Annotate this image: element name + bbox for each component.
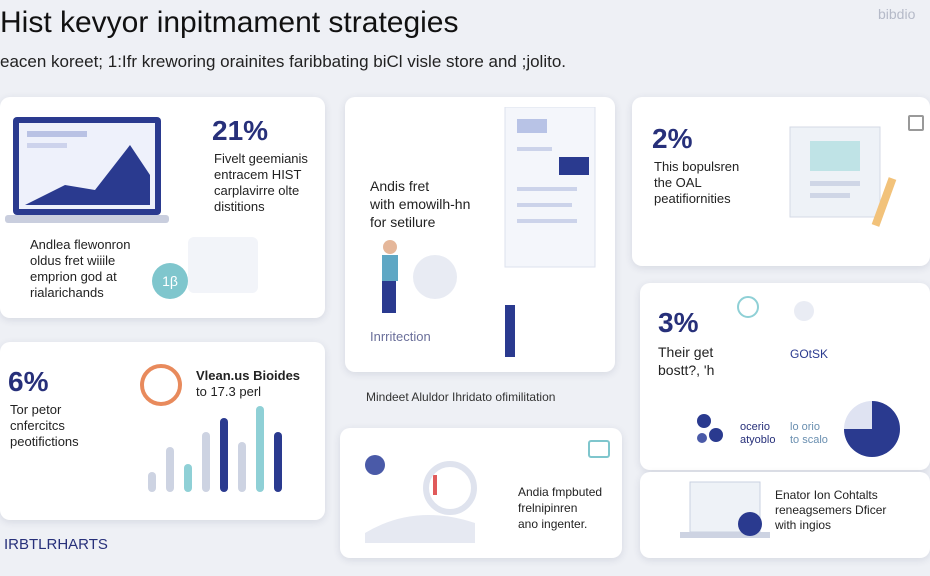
text: Andis fret with emowilh-hn for setilure xyxy=(370,177,470,231)
text: Andia fmpbuted frelnipinren ano ingenter. xyxy=(518,484,602,532)
person-illustration xyxy=(382,240,457,313)
text-line: emprion god at xyxy=(30,269,117,284)
label: ocerio atyoblo xyxy=(740,421,775,447)
text-line: Tor petor xyxy=(10,402,62,417)
text-line: distitions xyxy=(214,199,265,214)
text-line: Fivelt geemianis xyxy=(214,151,308,166)
text: Fivelt geemianis entracem HIST carplavirre… xyxy=(214,151,308,215)
text-line: peatifiornities xyxy=(654,191,731,206)
card: Andis fret with emowilh-hn for setilure In… xyxy=(345,97,615,372)
text-line: Andis fret xyxy=(370,178,430,194)
text: Enator Ion Cohtalts reneagsemers Dficer wi… xyxy=(775,488,886,533)
text-line: Vlean.us Bioides xyxy=(196,368,301,383)
text-line: lo orio xyxy=(790,421,820,433)
footer-logo: IRBTLRHARTS xyxy=(4,536,108,553)
decorative-bars xyxy=(148,406,282,492)
icon[interactable] xyxy=(588,440,610,458)
laptop-illustration xyxy=(5,117,169,223)
card: 21% Fivelt geemianis entracem HIST carplav… xyxy=(0,97,325,318)
text-line: reneagsemers Dficer xyxy=(775,503,887,517)
title: Hist kevyor inpitmament strategies xyxy=(0,6,459,39)
note: Andlea flewonron oldus fret wiiile emprion… xyxy=(30,237,130,301)
note: Vlean.us Bioides to 17.3 perl xyxy=(196,368,300,400)
text-line: to 17.3 perl xyxy=(196,384,262,399)
document-illustration xyxy=(504,107,596,268)
card: 6% Tor petor cnfercitcs peotifictions Vlea… xyxy=(0,342,325,520)
text-line: Enator Ion Cohtalts xyxy=(775,488,878,502)
text-line: to scalo xyxy=(790,434,828,446)
card: 3% Their get bostt?, 'h GOtSK ocerio atyob… xyxy=(640,283,930,470)
text-line: with emowilh-hn xyxy=(370,196,471,212)
stat: 6% xyxy=(8,366,49,397)
stat: 3% xyxy=(658,307,699,338)
text-line: for setilure xyxy=(370,214,436,230)
laptop-illustration xyxy=(680,481,770,538)
card: Andia fmpbuted frelnipinren ano ingenter. xyxy=(340,428,622,558)
text-line: with ingios xyxy=(775,518,832,532)
text-line: frelnipinren xyxy=(518,501,578,515)
brand: bibdio xyxy=(878,6,916,22)
text-line: the OAL xyxy=(654,175,702,190)
text-line: Andlea flewonron xyxy=(30,237,131,252)
stat: 2% xyxy=(652,123,693,154)
text-line: entracem HIST xyxy=(214,167,302,182)
text: This bopulsren the OAL peatifiornities xyxy=(654,159,739,207)
text-line: rialarichands xyxy=(30,285,104,300)
text: Their get bostt?, 'h xyxy=(658,343,714,379)
text-line: cnfercitcs xyxy=(10,418,65,433)
stat: 21% xyxy=(212,115,269,146)
text-line: This bopulsren xyxy=(654,159,740,174)
icon xyxy=(140,364,182,406)
icon-box xyxy=(188,237,258,293)
note: Inrritection xyxy=(370,329,431,344)
text: Tor petor cnfercitcs peotifictions xyxy=(10,402,79,450)
decorations xyxy=(697,296,900,457)
checkbox[interactable] xyxy=(908,115,924,131)
badge: 1β xyxy=(152,263,188,299)
bar-shape xyxy=(505,305,515,357)
text-line: ocerio xyxy=(740,421,770,433)
text-line: carplavirre olte xyxy=(214,183,300,198)
caption: Mindeet Aluldor Ihridato ofimilitation xyxy=(366,390,556,404)
label: lo orio to scalo xyxy=(790,421,828,447)
text-line: bostt?, 'h xyxy=(658,362,715,378)
card: Enator Ion Cohtalts reneagsemers Dficer wi… xyxy=(640,472,930,558)
text-line: atyoblo xyxy=(740,434,776,446)
label: GOtSK xyxy=(790,347,829,361)
card: 2% This bopulsren the OAL peatifiornities xyxy=(632,97,930,266)
screen-illustration xyxy=(789,126,897,227)
text-line: ano ingenter. xyxy=(518,517,588,531)
text-line: oldus fret wiiile xyxy=(30,253,116,268)
text-line: Their get xyxy=(658,344,714,360)
subtitle: eacen koreet; 1:Ifr kreworing orainites … xyxy=(0,52,567,71)
text-line: peotifictions xyxy=(10,434,79,449)
bed-illustration xyxy=(365,455,477,543)
text-line: Andia fmpbuted xyxy=(518,485,603,499)
